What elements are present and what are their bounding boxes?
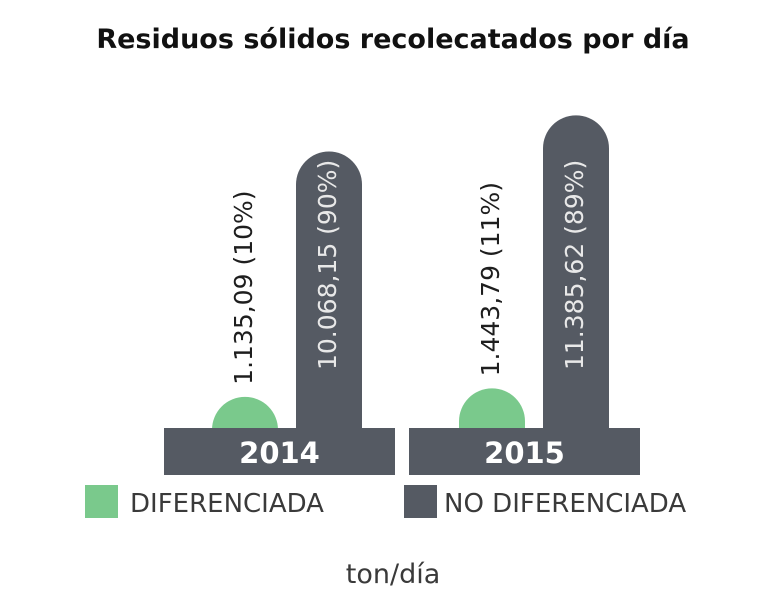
value-label-diferenciada-2015: 1.443,79 (11%) — [476, 182, 505, 376]
bar-no-diferenciada-2015 — [543, 115, 609, 430]
category-label-2014: 2014 — [239, 436, 320, 470]
unit-label: ton/día — [346, 559, 441, 590]
value-label-no-diferenciada-2015: 11.385,62 (89%) — [560, 160, 589, 370]
bar-no-diferenciada-2014 — [296, 151, 362, 430]
legend-swatch-no-diferenciada — [404, 485, 437, 518]
legend-label-no-diferenciada: NO DIFERENCIADA — [444, 489, 686, 519]
value-label-diferenciada-2014: 1.135,09 (10%) — [229, 190, 258, 384]
category-band-2015 — [409, 428, 640, 475]
legend-swatch-diferenciada — [85, 485, 118, 518]
category-label-2015: 2015 — [484, 436, 565, 470]
value-label-no-diferenciada-2014: 10.068,15 (90%) — [313, 160, 342, 370]
bar-diferenciada-2014 — [212, 396, 278, 430]
bar-diferenciada-2015 — [459, 388, 525, 430]
legend-label-diferenciada: DIFERENCIADA — [130, 489, 324, 519]
category-bands-group: 2014 2015 — [164, 428, 640, 475]
chart-title: Residuos sólidos recolecatados por día — [96, 24, 689, 55]
category-band-2014 — [164, 428, 395, 475]
value-labels-group: 1.135,09 (10%) 10.068,15 (90%) 1.443,79 (1… — [229, 160, 589, 385]
bars-group — [212, 115, 609, 430]
